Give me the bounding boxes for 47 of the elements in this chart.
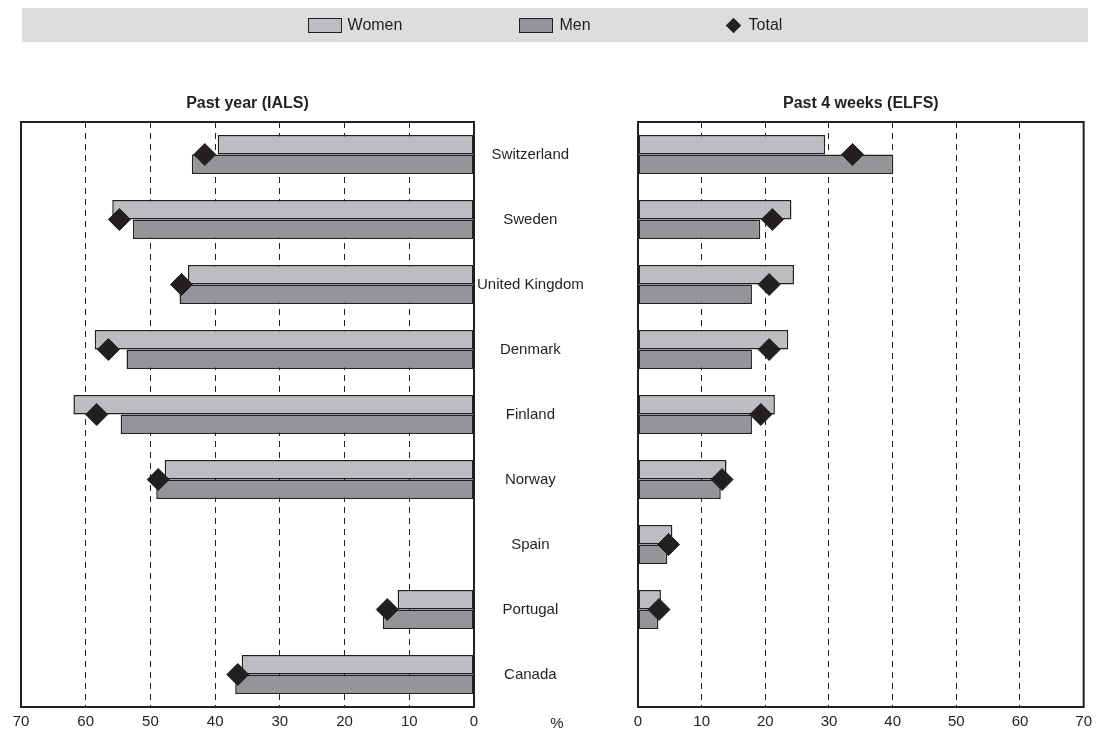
point bbox=[193, 143, 217, 166]
y-tick-label: Finland bbox=[505, 404, 555, 422]
y-tick-label: Spain bbox=[511, 534, 550, 552]
y-tick-label: Switzerland bbox=[491, 144, 570, 162]
legend-label: Men bbox=[559, 16, 591, 34]
x-tick-label: 20 bbox=[336, 712, 353, 730]
chart-title: Past year (IALS) bbox=[186, 94, 309, 111]
point bbox=[647, 598, 671, 621]
x-tick-label: 70 bbox=[1075, 712, 1092, 730]
point bbox=[107, 208, 131, 231]
x-tick-label: 30 bbox=[271, 712, 289, 730]
point bbox=[841, 143, 865, 166]
point bbox=[375, 598, 399, 621]
point bbox=[710, 468, 734, 491]
point bbox=[757, 273, 781, 296]
legend-label: Women bbox=[347, 16, 403, 34]
chart-title: Past 4 weeks (ELFS) bbox=[783, 94, 939, 111]
x-tick-label: 50 bbox=[142, 712, 159, 730]
x-tick-label: 10 bbox=[693, 712, 711, 730]
point bbox=[749, 403, 773, 426]
x-tick-label: 0 bbox=[469, 712, 479, 730]
y-tick-label: Denmark bbox=[499, 339, 562, 357]
x-axis-title: % bbox=[550, 713, 564, 731]
point bbox=[85, 403, 109, 426]
x-tick-label: 0 bbox=[633, 712, 643, 730]
point bbox=[169, 273, 193, 296]
point bbox=[226, 663, 250, 686]
point bbox=[96, 338, 120, 361]
y-tick-label: Canada bbox=[504, 664, 558, 682]
y-tick-label: United Kingdom bbox=[477, 274, 584, 292]
x-tick-label: 40 bbox=[206, 712, 224, 730]
y-tick-label: Norway bbox=[504, 469, 557, 487]
x-tick-label: 30 bbox=[820, 712, 838, 730]
x-tick-label: 10 bbox=[400, 712, 418, 730]
x-tick-label: 20 bbox=[756, 712, 774, 730]
y-tick-label: Sweden bbox=[503, 209, 558, 227]
x-tick-label: 60 bbox=[77, 712, 95, 730]
point bbox=[757, 338, 781, 361]
point bbox=[760, 208, 784, 231]
x-tick-label: 40 bbox=[884, 712, 902, 730]
point bbox=[146, 468, 170, 491]
point bbox=[657, 533, 681, 556]
legend-label: Total bbox=[748, 16, 783, 34]
y-tick-label: Portugal bbox=[502, 599, 559, 617]
x-tick-label: 70 bbox=[12, 712, 30, 730]
x-tick-label: 60 bbox=[1011, 712, 1029, 730]
x-tick-label: 50 bbox=[947, 712, 965, 730]
